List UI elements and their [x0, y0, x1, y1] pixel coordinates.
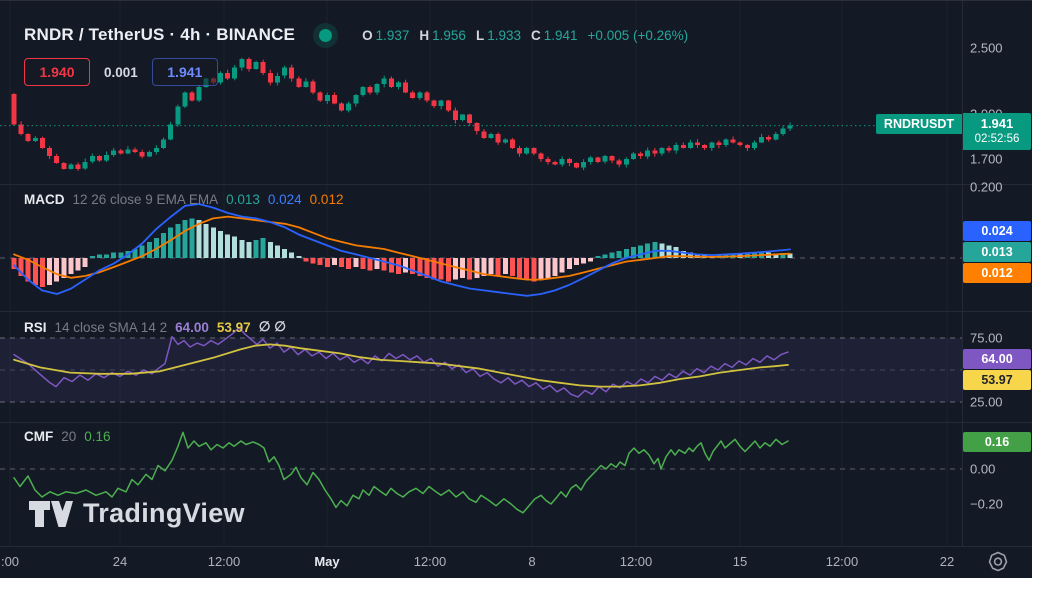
rsi-sma-value: 53.97 — [216, 319, 251, 335]
time-axis-label: :00 — [0, 554, 20, 569]
pane-separator[interactable] — [0, 311, 1032, 312]
ohlc-values: O 1.937 H 1.956 L 1.933 C 1.941 +0.005 (+0.2… — [362, 28, 688, 43]
scale-tick-label: 0.200 — [970, 179, 1003, 195]
cmf-params: 20 — [61, 429, 77, 444]
symbol-title[interactable]: RNDR / TetherUS · 4h · BINANCE — [24, 25, 296, 44]
spread-value: 0.001 — [104, 64, 138, 80]
tradingview-logo-text: TradingView — [83, 498, 245, 528]
open-label: O — [362, 27, 373, 43]
sell-button[interactable]: 1.940 — [24, 58, 90, 86]
indicator-value-badge: 64.00 — [963, 349, 1031, 369]
low-label: L — [475, 27, 485, 43]
time-axis-label: 24 — [112, 554, 128, 569]
rsi-na-values: ∅ ∅ — [258, 319, 286, 334]
indicator-value-badge: 0.024 — [963, 221, 1031, 241]
time-axis-label: 12:00 — [619, 554, 653, 569]
scale-tick-label: 75.00 — [970, 330, 1003, 346]
last-price-badge: 1.941 02:52:56 — [963, 113, 1031, 150]
last-price-value: 1.941 — [980, 116, 1014, 132]
pane-separator[interactable] — [0, 184, 1032, 185]
symbol-price-label: RNDRUSDT — [876, 114, 962, 134]
buy-button[interactable]: 1.941 — [151, 58, 218, 86]
indicator-value-badge: 53.97 — [963, 370, 1031, 390]
macd-params: 12 26 close 9 EMA EMA — [72, 192, 219, 207]
pane-separator[interactable] — [0, 422, 1032, 423]
rsi-legend[interactable]: RSI 14 close SMA 14 2 64.00 53.97 ∅ ∅ — [24, 319, 286, 335]
tradingview-logo[interactable]: TradingView — [28, 498, 245, 529]
high-label: H — [419, 27, 430, 43]
time-axis-label: 8 — [528, 554, 536, 569]
close-value: 1.941 — [543, 27, 578, 43]
macd-title[interactable]: MACD — [24, 192, 65, 207]
macd-signal-value: 0.012 — [309, 192, 344, 207]
scale-tick-label: 25.00 — [970, 394, 1003, 410]
indicator-value-badge: 0.012 — [963, 263, 1031, 283]
gear-icon — [988, 551, 1008, 572]
rsi-value: 64.00 — [175, 319, 209, 335]
bid-ask-row: 1.940 0.001 1.941 — [24, 58, 218, 86]
macd-line-value: 0.024 — [267, 192, 302, 207]
rsi-title[interactable]: RSI — [24, 319, 47, 335]
tradingview-logo-icon — [29, 500, 73, 527]
time-axis-label: 12:00 — [413, 554, 447, 569]
market-status-icon[interactable] — [319, 28, 333, 42]
open-value: 1.937 — [375, 27, 410, 43]
time-axis-label: 22 — [939, 554, 955, 569]
rsi-params: 14 close SMA 14 2 — [54, 319, 168, 335]
macd-legend[interactable]: MACD 12 26 close 9 EMA EMA 0.013 0.024 0… — [24, 192, 343, 207]
scale-tick-label: 1.700 — [970, 151, 1003, 167]
cmf-value: 0.16 — [84, 429, 111, 444]
scale-tick-label: −0.20 — [970, 496, 1003, 512]
cmf-legend[interactable]: CMF 20 0.16 — [24, 429, 111, 444]
time-axis-label: 15 — [732, 554, 748, 569]
plot-area[interactable] — [0, 1, 1032, 578]
indicator-value-badge: 0.16 — [963, 432, 1031, 452]
scale-tick-label: 2.500 — [970, 40, 1003, 56]
close-label: C — [531, 27, 541, 43]
change-value: +0.005 (+0.26%) — [587, 27, 689, 43]
time-axis-label: 12:00 — [207, 554, 241, 569]
time-axis-label: 12:00 — [825, 554, 859, 569]
timezone-settings-button[interactable] — [986, 550, 1010, 574]
indicator-value-badge: 0.013 — [963, 242, 1031, 262]
low-value: 1.933 — [487, 27, 521, 43]
price-scale-separator — [962, 1, 963, 546]
time-axis-separator — [0, 546, 1032, 547]
scale-tick-label: 0.00 — [970, 461, 996, 477]
time-axis-label: May — [314, 554, 340, 569]
high-value: 1.956 — [432, 27, 466, 43]
bar-countdown: 02:52:56 — [974, 133, 1020, 146]
macd-hist-value: 0.013 — [226, 192, 260, 207]
cmf-title[interactable]: CMF — [24, 429, 54, 444]
